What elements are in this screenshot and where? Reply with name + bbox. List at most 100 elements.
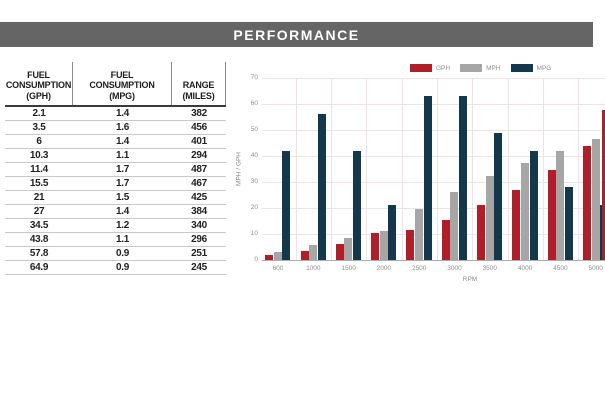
table-cell: 64.9 xyxy=(29,262,49,273)
table-header-cell: FUEL CONSUMPTION (MPG) xyxy=(73,62,172,105)
bar-gph-5000 xyxy=(582,146,591,260)
table-cell: 1.1 xyxy=(115,150,129,161)
gridline-horizontal xyxy=(262,208,605,209)
gridline-horizontal xyxy=(262,182,605,183)
bar-gph-4500 xyxy=(547,170,556,260)
legend-item-mpg: MPG xyxy=(510,64,552,72)
legend-item-mph: MPH xyxy=(460,64,501,72)
bar-mpg-1000 xyxy=(317,114,326,260)
table-row: 64.9 0.9 245 xyxy=(5,261,226,275)
x-tick-label: 4500 xyxy=(553,265,568,272)
table-header-text: RANGE xyxy=(182,80,215,91)
performance-title: PERFORMANCE xyxy=(233,26,360,43)
table-header-text: FUEL xyxy=(27,69,50,80)
bar-mph-1500 xyxy=(344,237,353,260)
legend-label: MPG xyxy=(536,64,552,72)
gridline-vertical xyxy=(542,78,544,260)
y-tick-label: 50 xyxy=(250,126,258,133)
table-cell: 1.1 xyxy=(115,234,129,245)
bar-gph-2500 xyxy=(406,230,415,260)
table-cell: 34.5 xyxy=(29,220,49,231)
gridline-vertical xyxy=(331,78,333,260)
table-header-text: (MPG) xyxy=(109,91,135,102)
legend-item-gph: GPH xyxy=(410,64,450,72)
table-cell: 401 xyxy=(191,136,207,147)
chart-legend: GPH MPH MPG xyxy=(410,64,561,72)
bar-mpg-4500 xyxy=(564,187,573,260)
table-cell: 296 xyxy=(191,234,207,245)
table-row: 10.3 1.1 294 xyxy=(5,149,226,163)
table-cell: 1.7 xyxy=(115,164,129,175)
bar-gph-1000 xyxy=(300,250,309,260)
table-cell: 10.3 xyxy=(29,150,49,161)
table-cell: 1.7 xyxy=(115,178,129,189)
table-cell: 1.4 xyxy=(115,206,129,217)
bar-mpg-2000 xyxy=(388,205,397,260)
table-cell: 21 xyxy=(33,192,45,203)
table-row: 11.4 1.7 487 xyxy=(5,163,226,177)
y-tick-label: 40 xyxy=(250,152,258,159)
table-cell: 2.1 xyxy=(32,108,46,119)
x-axis-baseline xyxy=(262,260,605,261)
bar-gph-3500 xyxy=(477,205,485,260)
gridline-horizontal xyxy=(262,78,605,79)
bar-gph-4000 xyxy=(512,189,521,260)
table-cell: 382 xyxy=(191,108,207,119)
performance-table: FUEL CONSUMPTION (GPH) FUEL CONSUMPTION (MPG)… xyxy=(5,62,226,275)
bar-mph-4500 xyxy=(556,150,565,260)
table-cell: 384 xyxy=(191,206,207,217)
table-header-cell: FUEL CONSUMPTION (GPH) xyxy=(5,62,73,105)
chart-plot-area xyxy=(262,78,605,261)
gridline-horizontal xyxy=(262,156,605,157)
y-tick-label: 60 xyxy=(250,100,258,107)
table-cell: 3.5 xyxy=(32,122,46,133)
table-cell: 294 xyxy=(191,150,207,161)
table-cell: 456 xyxy=(191,122,207,133)
gridline-horizontal xyxy=(262,234,605,235)
legend-label: MPH xyxy=(486,64,501,72)
table-header-text: CONSUMPTION xyxy=(5,80,72,91)
table-header-text: (GPH) xyxy=(26,91,51,102)
table-header-text: (MILES) xyxy=(182,91,215,102)
gridline-horizontal xyxy=(262,130,605,131)
performance-header-bar: PERFORMANCE xyxy=(0,22,593,47)
table-cell: 1.6 xyxy=(115,122,129,133)
bar-mph-3500 xyxy=(485,176,494,260)
table-cell: 245 xyxy=(191,262,207,273)
y-tick-label: 30 xyxy=(250,178,258,185)
gridline-vertical xyxy=(401,78,403,260)
table-cell: 43.8 xyxy=(29,234,49,245)
table-row: 34.5 1.2 340 xyxy=(5,219,226,233)
table-row: 15.5 1.7 467 xyxy=(5,177,226,191)
x-tick-label: 2000 xyxy=(376,265,392,272)
gridline-vertical xyxy=(578,78,580,260)
y-tick-label: 20 xyxy=(250,204,258,211)
table-header-cell: RANGE (MILES) xyxy=(172,62,226,105)
bar-mph-2500 xyxy=(415,209,423,260)
x-tick-label: 4000 xyxy=(517,265,533,272)
table-row: 21 1.5 425 xyxy=(5,191,226,205)
table-cell: 251 xyxy=(191,248,207,259)
table-cell: 1.4 xyxy=(115,136,129,147)
legend-label: GPH xyxy=(436,64,451,72)
gridline-vertical xyxy=(472,78,474,260)
table-cell: 0.9 xyxy=(115,262,129,273)
x-tick-label: 1500 xyxy=(341,265,356,272)
table-cell: 57.8 xyxy=(29,248,49,259)
y-tick-label: 10 xyxy=(250,230,258,237)
bar-mpg-2500 xyxy=(423,96,432,260)
table-cell: 467 xyxy=(191,178,207,189)
table-cell: 1.2 xyxy=(115,220,129,231)
gridline-vertical xyxy=(366,78,368,260)
legend-swatch-mph xyxy=(460,64,483,72)
y-tick-label: 0 xyxy=(254,256,258,263)
table-cell: 0.9 xyxy=(115,248,129,259)
table-cell: 6 xyxy=(36,136,42,147)
bar-mph-3000 xyxy=(450,192,459,260)
table-body: 2.1 1.4 382 3.5 1.6 456 6 1.4 401 10.3 1.1 294 11.4 1… xyxy=(5,107,226,275)
table-cell: 15.5 xyxy=(29,178,49,189)
bar-mpg-600 xyxy=(282,150,291,260)
bar-mpg-1500 xyxy=(353,150,361,260)
bar-mpg-3000 xyxy=(458,96,467,260)
